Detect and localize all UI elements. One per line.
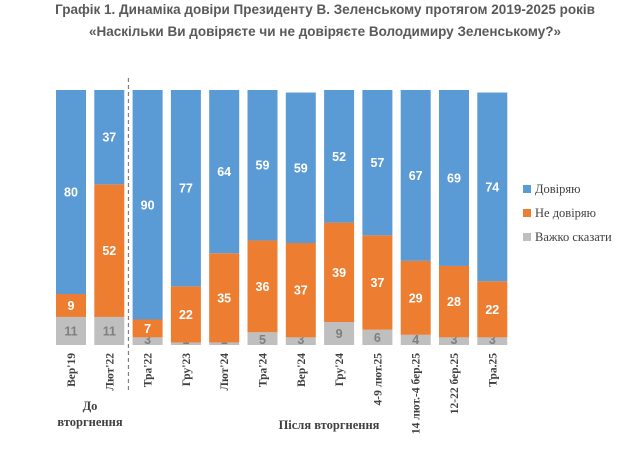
- bar-segment-s0-c0: [56, 316, 86, 345]
- bar-segment-s0-c8: [362, 329, 393, 345]
- bar-segment-s2-c0: [56, 90, 86, 294]
- data-label-s2-c11: 74: [485, 180, 499, 194]
- bar-segment-s0-c10: [439, 337, 469, 345]
- bar-segment-s2-c9: [400, 90, 431, 261]
- legend-swatch-0: [523, 185, 531, 193]
- bar-segment-s2-c3: [170, 90, 201, 287]
- data-label-s0-c11: 3: [489, 333, 496, 347]
- data-label-s1-c7: 39: [332, 266, 346, 280]
- legend-swatch-2: [523, 233, 531, 241]
- bar-segment-s2-c8: [362, 90, 393, 236]
- data-label-s1-c3: 22: [179, 308, 193, 322]
- category-label-7: Гру'24: [334, 353, 346, 387]
- data-label-s1-c6: 37: [294, 284, 308, 298]
- data-label-s2-c5: 59: [256, 159, 270, 173]
- legend-label-1: Не довіряю: [535, 206, 596, 220]
- data-label-s0-c0: 11: [64, 324, 77, 338]
- bar-segment-s2-c6: [285, 92, 316, 243]
- legend-swatch-1: [523, 209, 531, 217]
- bar-segment-s0-c11: [477, 337, 508, 345]
- chart-title: Графік 1. Динаміка довіри Президенту В. …: [55, 2, 595, 17]
- chart-subtitle: «Наскільки Ви довіряєте чи не довіряєте …: [89, 24, 561, 39]
- bar-segment-s2-c2: [132, 90, 163, 320]
- bar-segment-s2-c4: [209, 90, 240, 254]
- bar-segment-s1-c10: [439, 265, 469, 338]
- bars-layer: 1198011523737901227713564536593375993952…: [56, 90, 508, 347]
- data-label-s0-c8: 6: [374, 331, 381, 345]
- category-label-6: Вер'24: [296, 353, 308, 387]
- bar-segment-s2-c10: [439, 90, 469, 266]
- bar-segment-s1-c9: [400, 260, 431, 335]
- data-label-s1-c4: 35: [217, 291, 231, 305]
- data-label-s2-c3: 77: [179, 182, 193, 196]
- data-label-s2-c9: 67: [409, 169, 423, 183]
- bar-segment-s2-c11: [477, 92, 508, 282]
- legend-label-0: Довіряю: [535, 182, 581, 196]
- legend: Довіряю Не довіряю Важко сказати: [523, 182, 612, 244]
- data-label-s0-c6: 3: [297, 333, 304, 347]
- data-label-s1-c5: 36: [256, 280, 270, 294]
- category-label-0: Вер'19: [66, 353, 78, 387]
- bar-segment-s0-c1: [94, 316, 125, 345]
- bar-segment-s1-c3: [170, 286, 201, 343]
- category-label-5: Тра'24: [258, 353, 270, 387]
- group-label-after: Після вторгнення: [279, 418, 380, 432]
- data-label-s1-c8: 37: [370, 276, 384, 290]
- data-label-s0-c5: 5: [259, 333, 266, 347]
- bar-segment-s0-c5: [247, 332, 278, 345]
- bar-segment-s1-c4: [209, 253, 240, 343]
- legend-label-2: Важко сказати: [535, 230, 612, 244]
- bar-segment-s0-c2: [132, 337, 163, 345]
- bar-segment-s1-c5: [247, 240, 278, 333]
- bar-segment-s2-c5: [247, 90, 278, 241]
- data-label-s2-c0: 80: [64, 186, 78, 200]
- data-label-s0-c1: 11: [103, 324, 116, 338]
- group-label-before-line1: До: [83, 399, 98, 413]
- bar-segment-s1-c11: [477, 281, 508, 338]
- bar-segment-s0-c6: [285, 337, 316, 345]
- data-label-s0-c10: 3: [451, 333, 458, 347]
- category-label-1: Лют'22: [104, 353, 116, 391]
- category-labels: Вер'19 Лют'22 Тра'22 Гру'23 Лют'24 Тра'24 Вер'…: [66, 353, 499, 434]
- data-label-s1-c0: 9: [68, 299, 75, 313]
- data-label-s2-c4: 64: [217, 165, 231, 179]
- data-label-s1-c9: 29: [409, 291, 423, 305]
- data-label-s0-c7: 9: [336, 327, 343, 341]
- bar-segment-s1-c6: [285, 243, 316, 338]
- data-label-s2-c10: 69: [447, 171, 461, 185]
- category-label-10: 12-22 бер.25: [449, 353, 461, 414]
- category-label-8: 4-9 лют.25: [372, 353, 384, 406]
- category-label-3: Гру'23: [181, 353, 193, 387]
- category-label-9: 14 лют.-4 бер.25: [411, 353, 423, 434]
- bar-segment-s1-c0: [56, 294, 86, 317]
- bar-segment-s0-c4: [209, 342, 240, 345]
- bar-segment-s0-c3: [170, 342, 201, 345]
- bar-segment-s1-c2: [132, 319, 163, 338]
- data-label-s2-c2: 90: [141, 198, 155, 212]
- data-label-s0-c9: 4: [412, 333, 419, 347]
- data-label-s1-c11: 22: [485, 303, 499, 317]
- data-label-s2-c7: 52: [332, 150, 346, 164]
- group-label-before-line2: вторгнення: [57, 415, 122, 429]
- bar-segment-s0-c9: [400, 334, 431, 345]
- bar-segment-s0-c7: [324, 322, 355, 345]
- bar-segment-s1-c7: [324, 222, 355, 323]
- data-label-s2-c6: 59: [294, 161, 308, 175]
- data-label-s2-c1: 37: [102, 131, 116, 145]
- data-label-s1-c1: 52: [102, 244, 116, 258]
- data-label-s0-c2: 3: [144, 333, 151, 347]
- bar-segment-s2-c1: [94, 90, 125, 185]
- bar-segment-s1-c1: [94, 184, 125, 317]
- category-label-2: Тра'22: [143, 353, 155, 387]
- bar-segment-s1-c8: [362, 235, 393, 330]
- category-label-4: Лют'24: [219, 353, 231, 391]
- data-label-s1-c2: 7: [144, 322, 151, 336]
- data-label-s1-c10: 28: [447, 295, 461, 309]
- bar-segment-s2-c7: [324, 90, 355, 223]
- data-label-s2-c8: 57: [370, 156, 384, 170]
- category-label-11: Тра.25: [487, 353, 499, 387]
